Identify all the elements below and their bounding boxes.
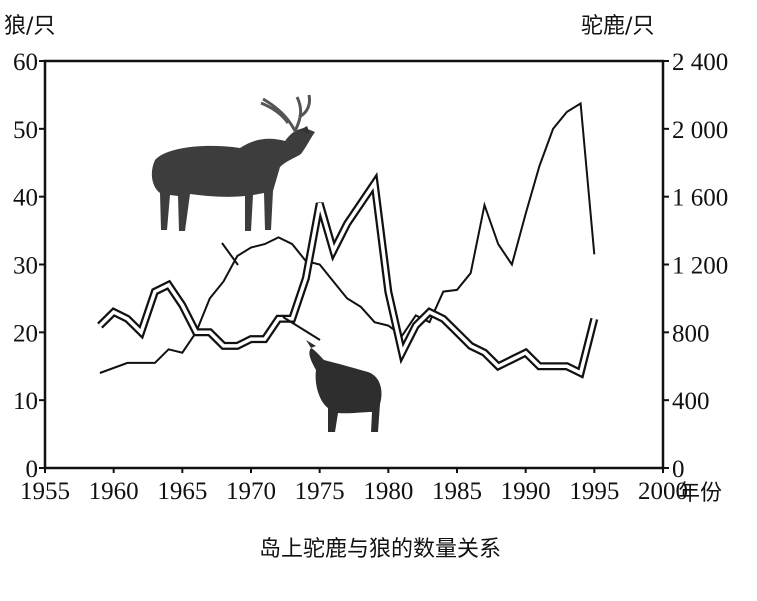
y-right-tick-label: 1 600 [672, 185, 728, 212]
y-right-tick-label: 400 [672, 388, 710, 415]
y-left-tick-label: 40 [13, 185, 38, 212]
y-left-tick-label: 60 [13, 49, 38, 76]
x-tick-label: 1955 [20, 478, 70, 505]
moose-pointer-line [221, 242, 239, 266]
x-tick-label: 1980 [363, 478, 413, 505]
x-tick-label: 1965 [157, 478, 207, 505]
x-tick-label: 1990 [501, 478, 551, 505]
y-right-tick-label: 800 [672, 320, 710, 347]
wolf-illustration [306, 340, 382, 432]
chart-title: 岛上驼鹿与狼的数量关系 [259, 537, 501, 562]
wolf-series-line-outer [97, 172, 599, 379]
wolf-series-line-inner [98, 178, 596, 376]
x-tick-label: 1975 [295, 478, 345, 505]
moose-series-line [99, 101, 596, 374]
x-tick-label: 1995 [569, 478, 619, 505]
wolf-pointer-line [282, 316, 321, 341]
x-tick-label: 1970 [226, 478, 276, 505]
y-right-tick-label: 2 400 [672, 49, 728, 76]
y-left-tick-label: 20 [13, 320, 38, 347]
moose-illustration [151, 94, 315, 231]
y-left-tick-label: 50 [13, 117, 38, 144]
x-tick-label: 1960 [89, 478, 139, 505]
y-left-tick-label: 0 [26, 456, 39, 483]
x-tick-label: 1985 [432, 478, 482, 505]
y-left-tick-label: 30 [13, 253, 38, 280]
y-left-axis-label: 狼/只 [4, 14, 55, 39]
x-axis-label: 年份 [678, 481, 722, 506]
y-right-axis-label: 驼鹿/只 [581, 14, 654, 39]
y-right-tick-label: 1 200 [672, 253, 728, 280]
x-tick-label: 2000 [638, 478, 688, 505]
y-right-tick-label: 2 000 [672, 117, 728, 144]
y-right-tick-label: 0 [672, 456, 685, 483]
y-left-tick-label: 10 [13, 388, 38, 415]
